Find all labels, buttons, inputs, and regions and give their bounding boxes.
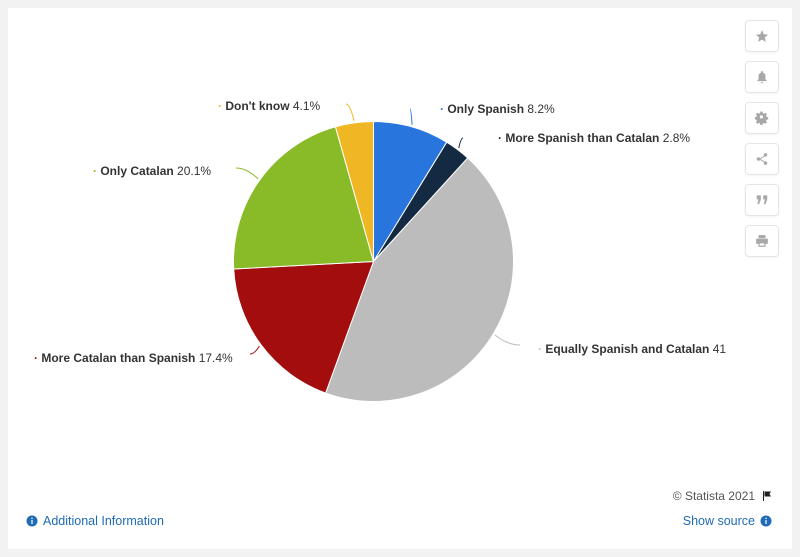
bell-icon [757, 71, 767, 84]
connector-don-t-know [345, 103, 355, 121]
pie-slice-more-catalan-than-spanish[interactable] [233, 260, 375, 394]
settings-button[interactable] [745, 102, 779, 134]
share-icon [756, 153, 768, 165]
data-label-don-t-know: · Don't know 4.1% [218, 99, 321, 113]
pie-slice-equally-spanish-and-catalan[interactable] [324, 157, 514, 402]
data-label-more-spanish-than-catalan: · More Spanish than Catalan 2.8% [498, 131, 690, 145]
print-button[interactable] [745, 225, 779, 257]
favorite-button[interactable] [745, 20, 779, 52]
connector-more-spanish-than-catalan [458, 137, 464, 149]
show-source-link[interactable]: Show source [683, 514, 772, 528]
credit-text: © Statista 2021 [672, 489, 755, 503]
pie-slice-don-t-know[interactable] [334, 120, 374, 262]
notification-button[interactable] [745, 61, 779, 93]
pie-slice-only-catalan[interactable] [233, 126, 375, 270]
data-label-only-catalan: · Only Catalan 20.1% [93, 164, 211, 178]
flag-icon [763, 491, 771, 501]
statista-credit[interactable]: © Statista 2021 [673, 489, 773, 503]
cite-button[interactable] [745, 184, 779, 216]
data-label-equally-spanish-and-catalan: · Equally Spanish and Catalan 41 [538, 342, 726, 356]
data-label-only-spanish: · Only Spanish 8.2% [440, 102, 555, 116]
print-icon [756, 235, 768, 247]
connector-only-catalan [235, 167, 259, 180]
connector-equally-spanish-and-catalan [494, 334, 521, 346]
star-icon [755, 30, 769, 42]
gear-icon [755, 111, 769, 125]
data-label-more-catalan-than-spanish: · More Catalan than Spanish 17.4% [34, 351, 233, 365]
quote-icon [756, 195, 768, 205]
connector-more-catalan-than-spanish [249, 345, 260, 355]
toolbar [745, 20, 779, 266]
share-button[interactable] [745, 143, 779, 175]
connector-only-spanish [409, 108, 413, 125]
additional-information-label: Additional Information [43, 514, 164, 528]
info-icon [26, 515, 38, 527]
show-source-label: Show source [682, 514, 755, 528]
additional-information-link[interactable]: Additional Information [26, 514, 164, 528]
info-icon [760, 515, 772, 527]
